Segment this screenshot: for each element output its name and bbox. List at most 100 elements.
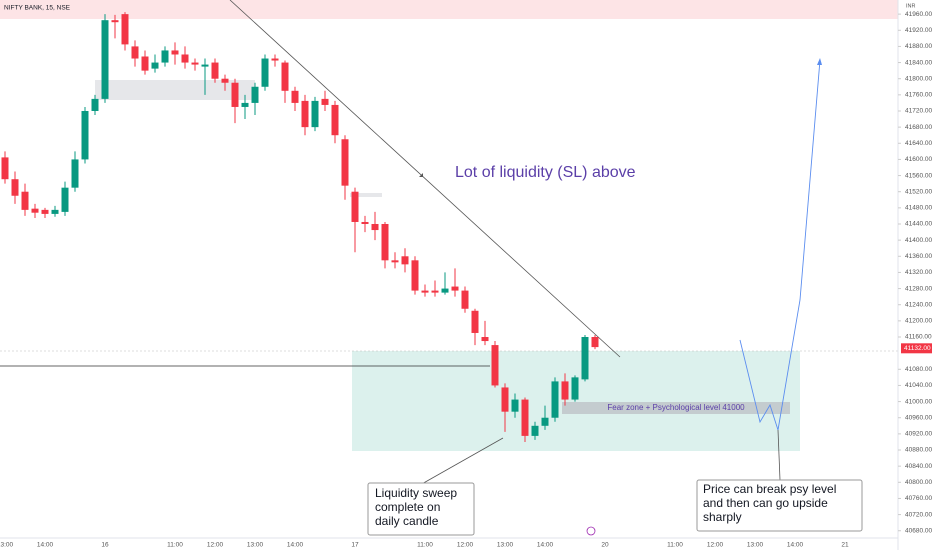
candle-body: [81, 110, 89, 160]
x-tick-label: 13:00: [247, 542, 264, 549]
y-tick-label: 41240.00: [905, 301, 932, 308]
candle-body: [71, 159, 79, 188]
candle-body: [251, 86, 259, 103]
callout-box: [696, 479, 863, 532]
x-tick-label: 14:00: [787, 542, 804, 549]
y-tick-label: 41440.00: [905, 221, 932, 228]
y-tick-label: 40800.00: [905, 479, 932, 486]
candle-body: [371, 223, 379, 231]
candle-body: [91, 98, 99, 111]
callout-pointer: [419, 437, 504, 486]
candle-body: [451, 286, 459, 291]
candle-body: [461, 290, 469, 309]
x-tick-label: 13:00: [747, 542, 764, 549]
gray-zone: [95, 80, 255, 100]
candle-body: [131, 46, 139, 59]
supply-band: [0, 0, 898, 19]
x-tick-label: 16: [101, 542, 109, 549]
candle-body: [391, 260, 399, 263]
candle-body: [501, 387, 509, 412]
y-tick-label: 40840.00: [905, 463, 932, 470]
callout-box: [367, 482, 475, 536]
y-tick-label: 41960.00: [905, 11, 932, 18]
candle-body: [211, 62, 219, 79]
candle-body: [231, 82, 239, 107]
y-tick-label: 41000.00: [905, 398, 932, 405]
y-tick-label: 40680.00: [905, 527, 932, 534]
candle-body: [171, 50, 179, 55]
candle-body: [111, 20, 119, 23]
demand-zone: [352, 351, 800, 451]
y-tick-label: 40960.00: [905, 414, 932, 421]
currency: INR: [906, 3, 916, 9]
candle-body: [151, 62, 159, 69]
x-tick-label: 11:00: [667, 542, 683, 549]
callout-line: complete on: [375, 500, 440, 514]
y-tick-label: 41040.00: [905, 382, 932, 389]
candle-body: [281, 62, 289, 91]
candle-body: [161, 50, 169, 63]
candle-body: [321, 98, 329, 105]
candle-body: [431, 290, 439, 293]
candle-body: [141, 56, 149, 71]
trend-line: [229, 0, 621, 358]
candle-body: [51, 209, 59, 214]
candle-body: [351, 191, 359, 222]
y-tick-label: 41920.00: [905, 27, 932, 34]
candle-body: [181, 54, 189, 63]
candle-body: [471, 310, 479, 333]
callout-line: daily candle: [375, 514, 439, 528]
x-tick-label: 14:00: [537, 542, 554, 549]
candle-body: [421, 290, 429, 293]
y-tick-label: 41480.00: [905, 205, 932, 212]
trend-marker: [419, 173, 423, 177]
candle-body: [101, 20, 109, 99]
candle-body: [441, 288, 449, 293]
candle-body: [21, 191, 29, 210]
x-tick-label: 14:00: [287, 542, 304, 549]
candle-body: [361, 221, 369, 224]
candle-body: [381, 223, 389, 261]
y-tick-label: 41640.00: [905, 140, 932, 147]
candle-body: [571, 377, 579, 400]
x-tick-label: 11:00: [167, 542, 183, 549]
candle-body: [301, 100, 309, 128]
candle-body: [541, 417, 549, 426]
candle-body: [551, 381, 559, 418]
x-tick-label: 20: [601, 542, 609, 549]
gray-zone: [350, 193, 382, 197]
candle-body: [241, 102, 249, 107]
fear-zone: [562, 402, 790, 414]
x-tick-label: 13:00: [497, 542, 514, 549]
candle-body: [511, 399, 519, 412]
y-tick-label: 41280.00: [905, 285, 932, 292]
candle-body: [481, 337, 489, 342]
candle-body: [411, 260, 419, 291]
y-tick-label: 41160.00: [905, 334, 932, 341]
x-tick-label: 13:00: [0, 542, 14, 549]
x-tick-label: 12:00: [207, 542, 224, 549]
callout-pointer: [777, 429, 781, 481]
candle-body: [121, 14, 129, 45]
y-tick-label: 41320.00: [905, 269, 932, 276]
x-tick-label: 11:00: [417, 542, 433, 549]
callout-line: and then can go upside: [703, 496, 828, 510]
candle-body: [261, 58, 269, 87]
candle-body: [1, 157, 9, 180]
y-tick-label: 41840.00: [905, 59, 932, 66]
y-tick-label: 41680.00: [905, 124, 932, 131]
candle-body: [201, 64, 209, 67]
callout-line: Liquidity sweep: [375, 486, 457, 500]
candle-body: [11, 179, 19, 196]
symbol-title: NIFTY BANK, 15, NSE: [4, 5, 71, 12]
y-tick-label: 41800.00: [905, 75, 932, 82]
y-tick-label: 41760.00: [905, 92, 932, 99]
event-icon[interactable]: [586, 526, 596, 536]
candle-body: [401, 256, 409, 265]
candle-body: [31, 208, 39, 213]
y-tick-label: 40920.00: [905, 431, 932, 438]
annotation: Lot of liquidity (SL) above: [455, 164, 636, 181]
y-tick-label: 41200.00: [905, 318, 932, 325]
